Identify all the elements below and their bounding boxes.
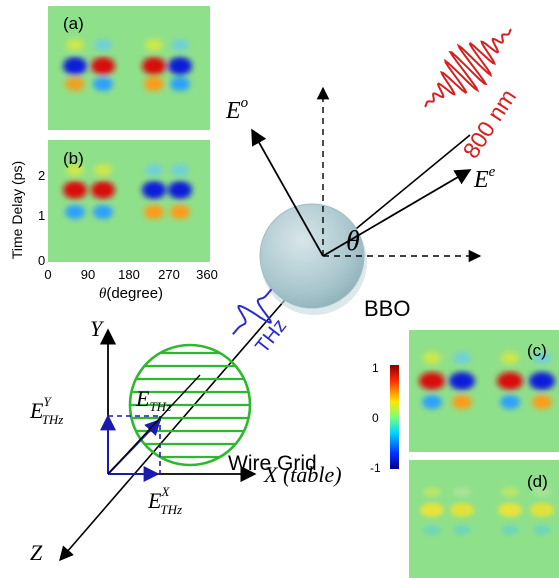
panel-label-b: (b) (63, 149, 84, 168)
panel-label-c: (c) (527, 341, 547, 360)
e-ordinary-vector (251, 128, 324, 257)
e-ordinary-label: Eo (225, 95, 249, 124)
ytick-0: 0 (38, 253, 45, 268)
colorbar-tick-max: 1 (372, 361, 379, 375)
e-thz-x-label: EX THz (147, 484, 182, 517)
time-delay-axis-label: Time Delay (ps) (9, 161, 25, 259)
e-thz-label: ETHz (135, 386, 171, 414)
colorbar: 1 0 -1 (370, 361, 399, 475)
thz-label: THz (251, 315, 291, 357)
colorbar-tick-min: -1 (370, 461, 381, 475)
e-extraordinary-vector (322, 169, 472, 257)
e-extraordinary-label: Ee (473, 164, 496, 193)
theta-axis-label: θ(degree) (99, 285, 163, 302)
heatmap-panel-b: (b) (48, 140, 210, 262)
heatmap-panel-a: (a) (48, 6, 210, 130)
axis-x-label: X (table) (263, 462, 342, 487)
panel-label-d: (d) (527, 472, 548, 491)
lab-axes: Y X (table) Z (30, 316, 342, 565)
thz-waveform (232, 288, 273, 335)
panel-label-a: (a) (63, 14, 84, 33)
xtick-180: 180 (118, 267, 140, 282)
xtick-0: 0 (44, 267, 51, 282)
axis-y-label: Y (90, 316, 105, 341)
xtick-360: 360 (196, 267, 218, 282)
angle-theta-label: θ (346, 226, 360, 257)
bbo-crystal: BBO (259, 203, 410, 321)
axis-z-label: Z (30, 540, 43, 565)
thz-field-vectors: ETHz EY THz EX THz (29, 374, 201, 517)
crystal-axes: Eo Ee θ (225, 86, 496, 263)
ytick-1: 1 (38, 208, 45, 223)
pulse-waveform (424, 28, 512, 108)
xtick-90: 90 (81, 267, 95, 282)
laser-wavelength-label: 800 nm (457, 84, 521, 163)
heatmap-panel-c: (c) (409, 330, 559, 452)
heatmap-panel-d: (d) (409, 460, 559, 578)
colorbar-tick-zero: 0 (372, 411, 379, 425)
crystal-label: BBO (364, 296, 410, 321)
laser-pulse: 800 nm (424, 28, 521, 163)
ytick-2: 2 (38, 168, 45, 183)
heatmap-axes: Time Delay (ps) 2 1 0 0 90 180 270 360 θ… (9, 161, 218, 302)
e-thz-y-label: EY THz (29, 394, 63, 427)
xtick-270: 270 (158, 267, 180, 282)
